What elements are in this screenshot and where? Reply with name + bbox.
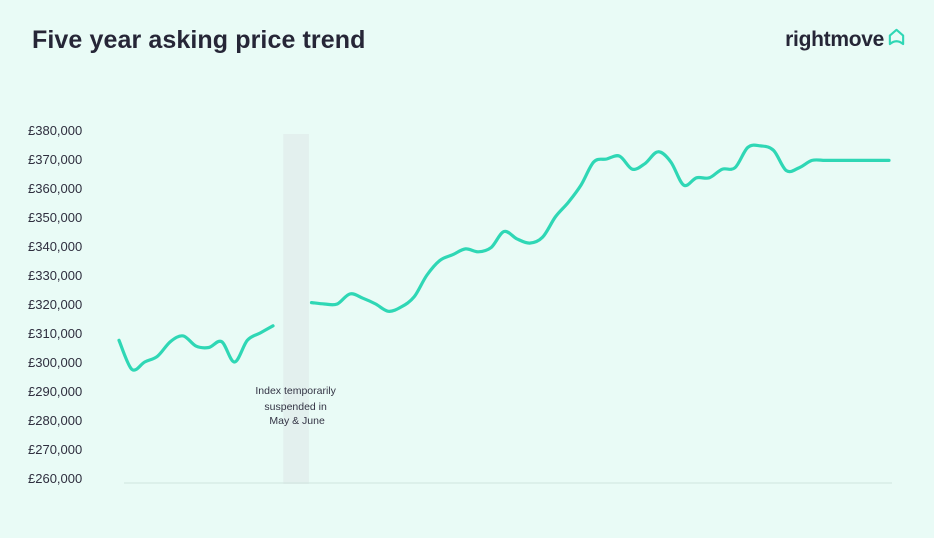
y-tick-label: £320,000 bbox=[28, 297, 82, 312]
y-tick-label: £310,000 bbox=[28, 326, 82, 341]
y-axis-ticks: £260,000 £270,000 £280,000 £290,000 £300,000… bbox=[28, 123, 82, 486]
y-tick-label: £360,000 bbox=[28, 181, 82, 196]
y-tick-label: £350,000 bbox=[28, 210, 82, 225]
annotation-line-3: May & June bbox=[269, 415, 325, 427]
annotation-line-1: Index temporarily bbox=[255, 385, 336, 397]
suspension-band bbox=[283, 134, 309, 484]
brand-logo: rightmove bbox=[785, 28, 906, 52]
y-tick-label: £380,000 bbox=[28, 123, 82, 138]
y-tick-label: £280,000 bbox=[28, 413, 82, 428]
suspension-annotation: Index temporarily suspended in May & Jun… bbox=[255, 385, 338, 427]
series-line-segment-2 bbox=[309, 143, 891, 313]
price-series bbox=[117, 143, 891, 372]
y-tick-label: £300,000 bbox=[28, 355, 82, 370]
brand-name: rightmove bbox=[785, 28, 884, 51]
house-outline-icon bbox=[888, 28, 905, 45]
y-tick-label: £370,000 bbox=[28, 152, 82, 167]
annotation-line-2: suspended in bbox=[264, 401, 327, 413]
y-tick-label: £330,000 bbox=[28, 268, 82, 283]
series-line-segment-1 bbox=[117, 324, 275, 372]
y-tick-label: £260,000 bbox=[28, 471, 82, 486]
y-tick-label: £340,000 bbox=[28, 239, 82, 254]
chart-title: Five year asking price trend bbox=[32, 26, 366, 54]
y-tick-label: £270,000 bbox=[28, 442, 82, 457]
y-tick-label: £290,000 bbox=[28, 384, 82, 399]
